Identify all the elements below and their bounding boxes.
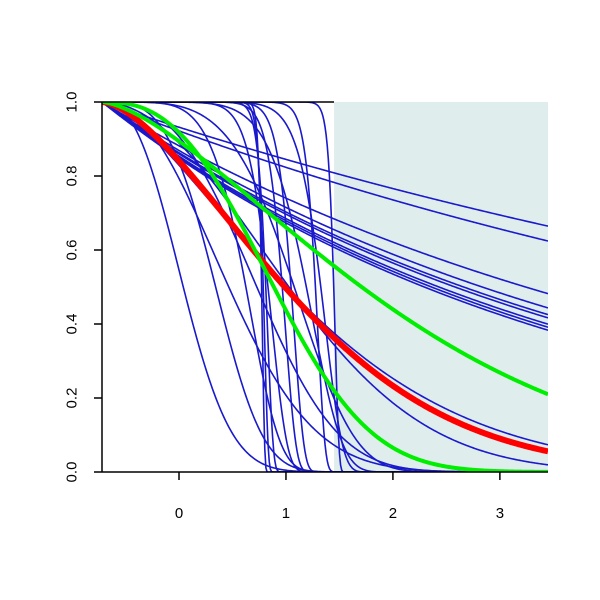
y-tick-label-5: 1.0	[64, 92, 81, 113]
y-tick-label-2: 0.4	[64, 314, 81, 335]
exp-curve-3	[102, 102, 548, 309]
x-tick-label-1: 1	[282, 505, 290, 522]
y-tick-label-1: 0.2	[64, 388, 81, 409]
exp-curve-0	[102, 102, 548, 227]
exp-curve-4	[102, 102, 548, 316]
lower-band-line	[102, 102, 548, 472]
weibull-curve-10	[102, 102, 548, 472]
x-axis: 0 1 2 3	[175, 472, 504, 522]
x-tick-label-0: 0	[175, 505, 183, 522]
exp-curve-2	[102, 102, 548, 295]
y-axis: 0.0 0.2 0.4 0.6 0.8 1.0	[64, 92, 102, 483]
y-tick-label-0: 0.0	[64, 462, 81, 483]
weibull-curve-17	[102, 102, 548, 472]
upper-band-line	[102, 102, 548, 397]
weibull-curve-14	[102, 102, 548, 472]
x-tick-label-2: 2	[389, 505, 397, 522]
x-tick-label-3: 3	[496, 505, 504, 522]
exp-curve-5	[102, 102, 548, 319]
y-tick-label-4: 0.8	[64, 166, 81, 187]
summary-layer	[102, 102, 548, 472]
mean-line	[102, 102, 548, 455]
y-tick-label-3: 0.6	[64, 240, 81, 261]
